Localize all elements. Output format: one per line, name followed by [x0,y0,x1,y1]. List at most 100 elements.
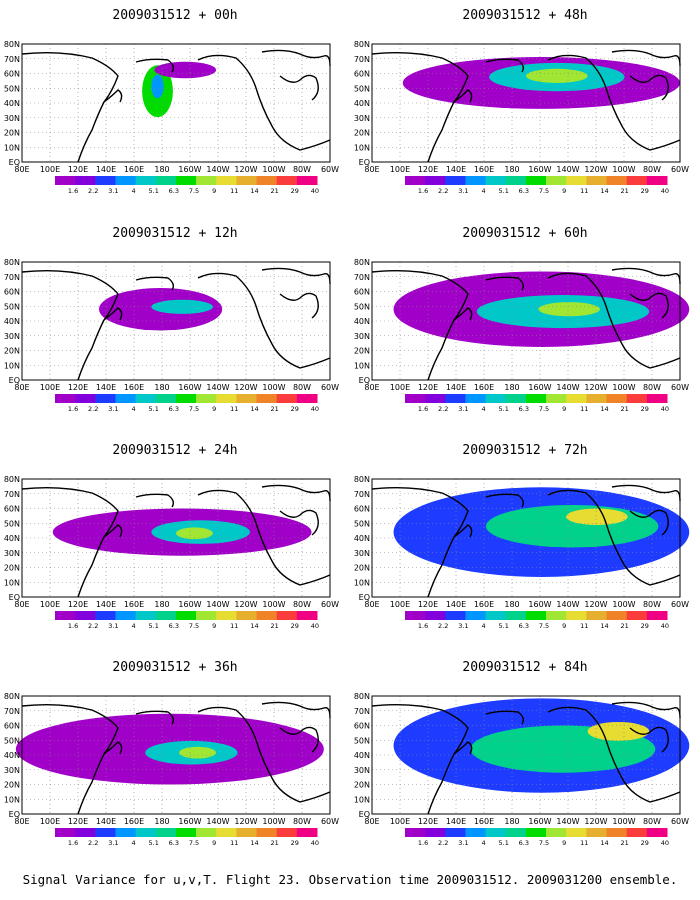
colorbar-swatch [586,394,608,403]
colorbar-swatch [566,176,587,185]
colorbar-label: 21 [270,405,278,413]
colorbar-label: 14 [250,405,258,413]
colorbar-label: 4 [131,187,135,195]
colorbar-swatch [135,611,157,620]
colorbar-swatch [236,394,258,403]
colorbar-label: 40 [661,839,669,847]
lon-tick-label: 140E [446,383,466,392]
lat-tick-label: 20N [4,129,20,138]
lon-tick-label: 100W [262,383,285,392]
lon-tick-label: 100W [612,165,635,174]
colorbar-swatch [296,828,318,837]
lat-tick-label: 30N [354,114,370,123]
colorbar-swatch [115,176,137,185]
colorbar-label: 11 [580,405,588,413]
colorbar-label: 2.2 [438,622,448,630]
colorbar-swatch [465,176,487,185]
coastline [261,267,331,285]
lat-tick-label: 30N [4,332,20,341]
lon-tick-label: 160E [124,165,144,174]
colorbar-swatch [55,394,76,403]
colorbar-swatch [276,828,298,837]
lon-tick-label: 140E [96,600,116,609]
coastline [485,276,525,291]
colorbar-swatch [155,611,177,620]
lon-tick-label: 160W [178,383,201,392]
colorbar-swatch [155,394,177,403]
lat-tick-label: 70N [354,55,370,64]
variance-shading [179,746,217,759]
colorbar-label: 5.1 [149,187,159,195]
lon-tick-label: 160E [474,383,494,392]
coastline [371,703,469,815]
colorbar-label: 40 [311,622,319,630]
lat-tick-label: 20N [354,129,370,138]
colorbar-swatch [546,394,567,403]
lat-tick-label: 50N [4,84,20,93]
lon-tick-label: 100E [40,817,60,826]
lon-tick-label: 160W [178,600,201,609]
lat-tick-label: 80N [354,692,370,701]
coastline [279,726,319,753]
coastline [21,269,119,381]
lon-tick-label: 100E [390,165,410,174]
colorbar-swatch [586,828,608,837]
colorbar-label: 4 [131,405,135,413]
colorbar-label: 5.1 [499,622,509,630]
lon-tick-label: 100E [40,165,60,174]
colorbar-swatch [75,394,96,403]
lat-tick-label: EQ [9,593,20,602]
panel-title: 2009031512 + 84h [462,660,588,675]
lon-tick-label: 80W [643,817,661,826]
colorbar-swatch [115,394,137,403]
lat-tick-label: 80N [354,40,370,49]
colorbar-swatch [196,394,217,403]
colorbar-label: 9 [562,839,566,847]
colorbar-label: 6.3 [519,622,529,630]
lat-tick-label: 10N [354,578,370,587]
lat-tick-label: 40N [4,317,20,326]
lat-tick-label: EQ [359,593,370,602]
colorbar-label: 9 [212,405,216,413]
colorbar-swatch [626,394,648,403]
lon-tick-label: 140W [206,600,229,609]
colorbar-label: 2.2 [88,405,98,413]
lat-tick-label: 20N [4,781,20,790]
coastline [197,272,331,369]
coastline [453,524,473,538]
colorbar-swatch [276,611,298,620]
colorbar-label: 7.5 [539,622,549,630]
colorbar-label: 9 [212,622,216,630]
lon-tick-label: 60W [671,165,689,174]
lon-tick-label: 80W [643,383,661,392]
lon-tick-label: 120E [418,165,438,174]
coastline [21,486,119,598]
colorbar-label: 1.6 [68,187,78,195]
lon-tick-label: 160E [474,165,494,174]
lat-tick-label: 10N [354,361,370,370]
colorbar-swatch [586,176,608,185]
lon-tick-label: 120E [68,165,88,174]
lon-tick-label: 180 [504,165,519,174]
lat-tick-label: 30N [354,549,370,558]
lon-tick-label: 60W [671,383,689,392]
lat-tick-label: 10N [354,143,370,152]
lon-tick-label: 80W [643,600,661,609]
colorbar-label: 40 [661,622,669,630]
colorbar-label: 9 [562,622,566,630]
lat-tick-label: 10N [354,795,370,804]
coastline [103,741,123,755]
coastline [279,509,319,536]
lon-tick-label: 100W [262,817,285,826]
colorbar-swatch [465,394,487,403]
coastline [197,706,331,803]
lat-tick-label: 50N [354,302,370,311]
variance-shading [587,721,650,741]
colorbar-swatch [256,828,278,837]
colorbar-swatch [296,611,318,620]
colorbar-swatch [55,828,76,837]
coastline [547,706,681,803]
lon-tick-label: 100W [612,817,635,826]
figure-caption: Signal Variance for u,v,T. Flight 23. Ob… [22,872,678,887]
colorbar-swatch [95,394,116,403]
